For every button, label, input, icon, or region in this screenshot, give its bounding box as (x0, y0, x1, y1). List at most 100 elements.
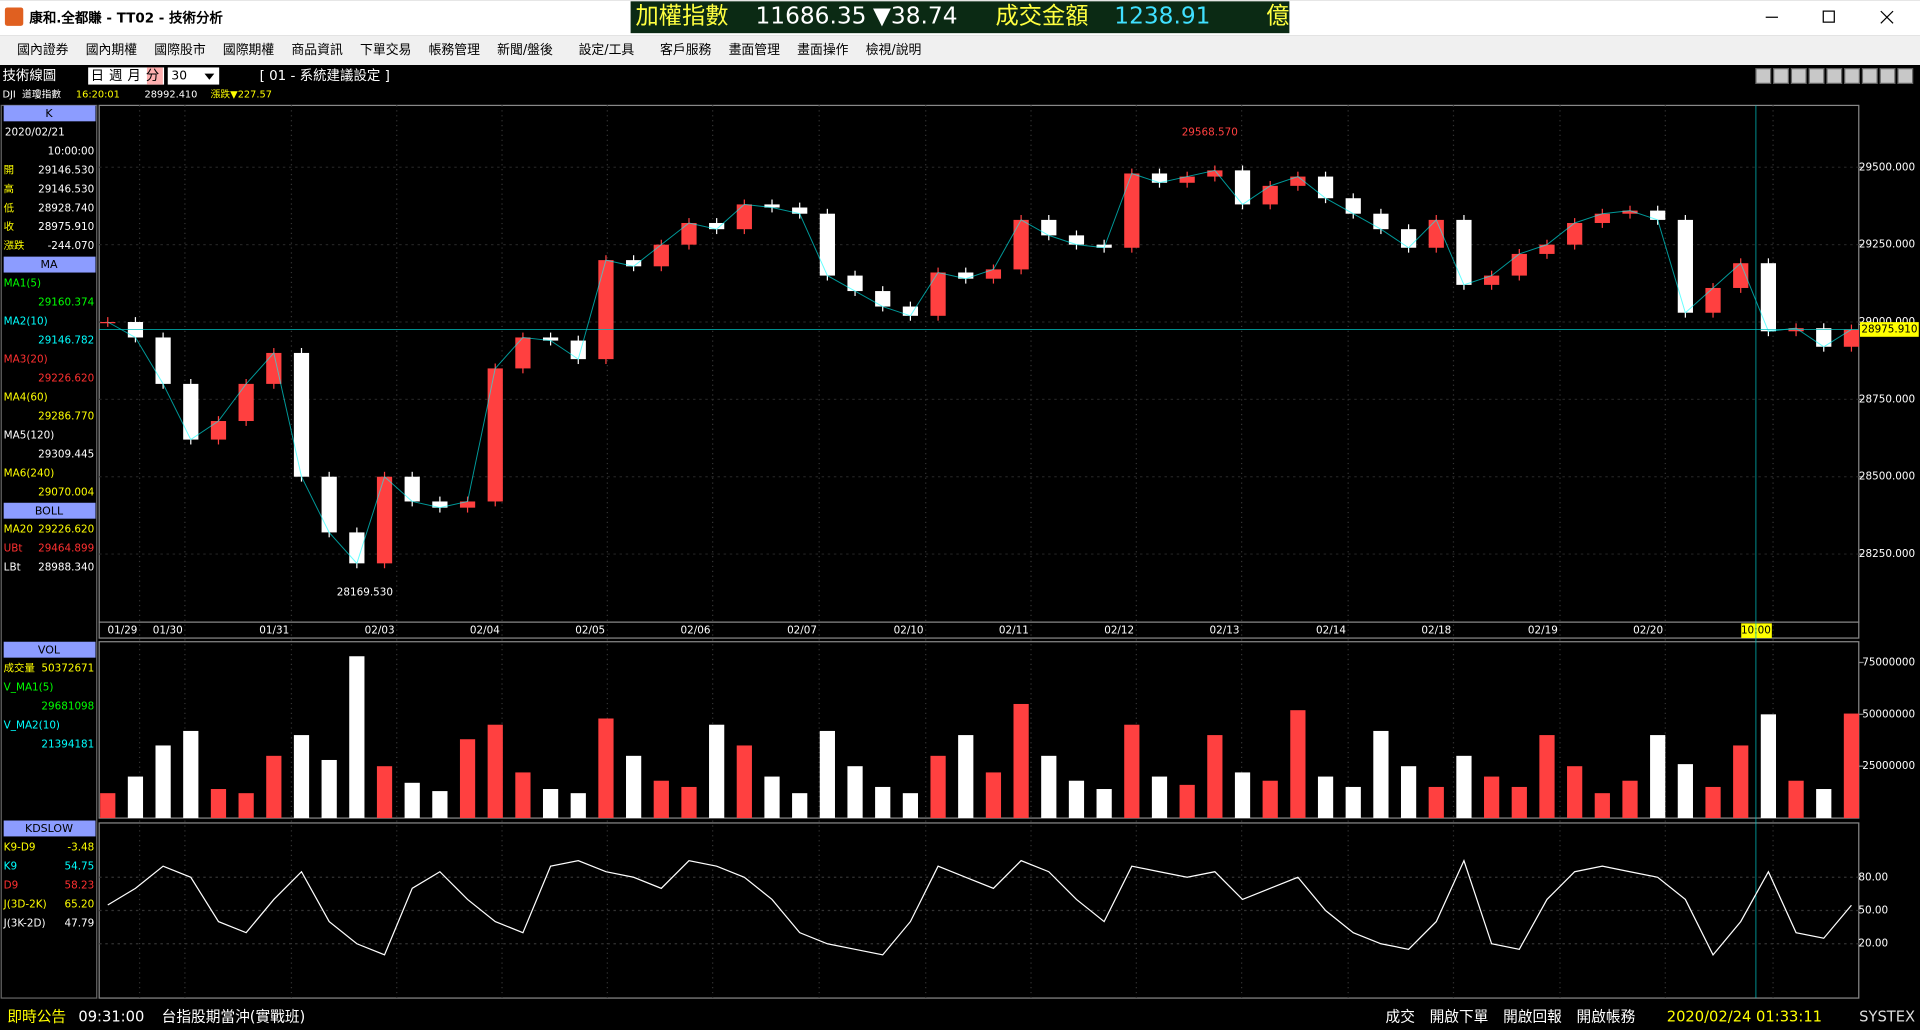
candle (736, 204, 752, 230)
menu-item[interactable]: 檢視/說明 (866, 42, 922, 58)
setting: [ 01 - 系統建議設定 ] (260, 68, 390, 84)
menu-item[interactable]: 畫面操作 (797, 42, 849, 58)
candle (1428, 219, 1444, 248)
index-name: 加權指數 (636, 3, 729, 30)
tool-button[interactable] (1897, 68, 1914, 84)
row-label: MA3(20) (4, 353, 48, 365)
tool-button[interactable] (1808, 68, 1825, 84)
volume-bar (183, 730, 199, 819)
period-tab[interactable]: 月 (127, 69, 140, 84)
tool-button[interactable] (1861, 68, 1878, 84)
y-tick-label: 28500.000 (1859, 471, 1915, 483)
status-right[interactable]: 開啟下單 (1430, 1009, 1489, 1026)
period-tab[interactable]: 週 (109, 68, 122, 84)
section-time: 10:00:00 (48, 145, 95, 157)
menu-item[interactable]: 國際股市 (154, 42, 206, 58)
row-label: MA5(120) (4, 429, 55, 441)
dropdown[interactable] (204, 73, 215, 80)
row-label: V_MA2(10) (4, 720, 60, 732)
status-right[interactable]: 成交 (1386, 1008, 1416, 1026)
menu-item[interactable]: 客戶服務 (660, 42, 712, 58)
tab-active (146, 67, 163, 85)
y-tick-label: 50000000 (1862, 708, 1915, 720)
volume-bar (1096, 789, 1112, 819)
candle (155, 337, 171, 384)
tool-button[interactable] (1844, 68, 1860, 84)
row-label: MA4(60) (4, 391, 48, 403)
candle (681, 222, 697, 245)
candle (1733, 263, 1749, 288)
period-tab[interactable]: 日 (91, 69, 104, 84)
status-right[interactable]: 開啟回報 (1503, 1009, 1562, 1026)
menu-item[interactable]: 國際期權 (223, 43, 275, 58)
volume-bar (1151, 776, 1168, 819)
turnover-unit: 億 (1266, 3, 1289, 30)
tool-button[interactable] (1755, 68, 1772, 84)
candle (1594, 213, 1610, 223)
volume-bar (1068, 780, 1085, 819)
tool-button[interactable] (1826, 68, 1843, 84)
x-tick-label: 02/05 (575, 625, 605, 637)
candle (1567, 222, 1583, 245)
candle (1124, 173, 1140, 248)
volume-bar (958, 735, 974, 819)
row-label: UBt (4, 543, 23, 555)
menu-item[interactable]: 下單交易 (360, 42, 411, 58)
row-value: 58.23 (65, 879, 95, 891)
menu-item[interactable]: 國內證券 (17, 42, 69, 58)
interval-box (167, 67, 220, 85)
tool-button[interactable] (1773, 68, 1789, 84)
volume-bar (1290, 710, 1306, 819)
close[interactable] (1880, 10, 1894, 24)
row-value: 28975.910 (38, 221, 94, 233)
menu-item[interactable]: 商品資訊 (291, 43, 343, 58)
row-value: 29681098 (41, 701, 94, 713)
candle (210, 421, 227, 440)
row-label: 開 (4, 164, 14, 176)
candle (653, 244, 669, 267)
index-change: ▼38.74 (873, 3, 957, 30)
section-header (3, 641, 96, 658)
status-right[interactable]: 開啟帳務 (1577, 1009, 1636, 1026)
candle (985, 269, 1002, 279)
close-line (107, 169, 1852, 565)
volume-bar (459, 739, 476, 819)
candle (1179, 176, 1195, 183)
candle (847, 275, 863, 292)
tool-button[interactable] (1879, 68, 1896, 84)
row-value: 29286.770 (38, 410, 94, 422)
volume-bar (847, 766, 863, 819)
volume-bar (626, 755, 642, 819)
volume-bar (736, 745, 752, 819)
period-tab[interactable]: 分 (146, 68, 159, 84)
menu-item[interactable]: 帳務管理 (429, 43, 481, 58)
high-label: 29568.570 (1182, 126, 1238, 138)
menu-item[interactable]: 國內期權 (86, 43, 138, 58)
volume-bar (321, 759, 337, 819)
last-price-tag (1860, 322, 1919, 337)
menu-item[interactable]: 新聞/盤後 (497, 42, 553, 58)
candle (238, 383, 254, 422)
x-tick-label: 02/04 (470, 625, 500, 637)
candle (1816, 328, 1832, 347)
menu-item[interactable]: 設定/工具 (579, 42, 635, 58)
candle (930, 272, 946, 316)
restore[interactable] (1822, 10, 1835, 23)
candle (1262, 185, 1278, 205)
row-label: 成交量 (4, 662, 35, 675)
interval[interactable]: 30 (171, 69, 187, 83)
candle (542, 337, 559, 341)
volume-bar (127, 776, 144, 819)
candle (100, 322, 116, 324)
y-tick-label: 29250.000 (1859, 239, 1915, 251)
candle (266, 352, 282, 384)
brand: SYSTEX (1859, 1009, 1915, 1026)
candle (1760, 263, 1777, 332)
menu-item[interactable]: 畫面管理 (729, 43, 781, 58)
tool-button[interactable] (1790, 68, 1807, 84)
candle (1484, 275, 1500, 285)
volume-bar (764, 776, 780, 819)
x-tick-label: 02/20 (1633, 625, 1663, 637)
row-value: -3.48 (67, 841, 94, 853)
x-tick-label: 02/14 (1316, 625, 1346, 637)
